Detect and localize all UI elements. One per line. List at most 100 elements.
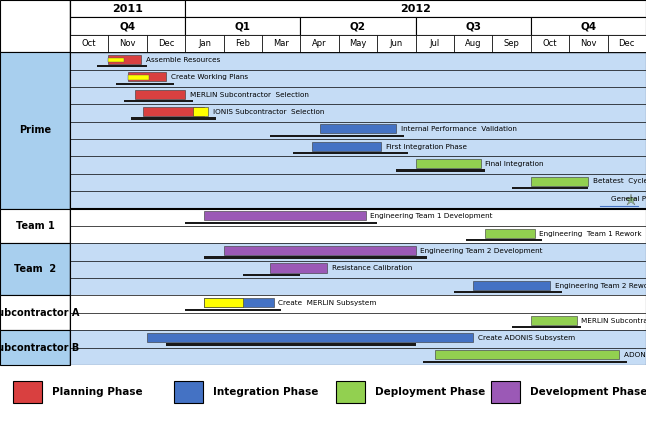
Text: Q3: Q3 [465,21,481,31]
Bar [70,17,185,35]
Text: Q4: Q4 [120,21,136,31]
Bar [70,243,646,261]
Bar [185,35,224,52]
Text: First Integration Phase: First Integration Phase [386,144,466,150]
Bar [147,35,185,52]
Bar [166,343,415,346]
Text: 2012: 2012 [400,4,431,14]
Text: Integration Phase: Integration Phase [213,387,318,397]
Bar [70,52,646,69]
Bar [531,176,589,186]
Text: Resistance Calibration: Resistance Calibration [332,265,412,272]
Text: IONIS Subcontractor  Selection: IONIS Subcontractor Selection [213,109,324,115]
Bar [70,226,646,243]
Bar [0,330,70,365]
Bar [204,298,273,307]
Bar [224,35,262,52]
Bar [70,191,646,208]
Bar [109,55,141,64]
Bar [454,35,492,52]
Bar [397,170,484,172]
Text: MERLIN Subcontractor  Rework: MERLIN Subcontractor Rework [581,317,646,323]
Bar [243,274,300,276]
Bar [135,90,185,99]
Text: Engineering Team 2 Rework: Engineering Team 2 Rework [555,283,646,289]
Bar [13,381,42,402]
Bar [70,139,646,157]
Text: Q4: Q4 [580,21,596,31]
Bar [415,35,454,52]
Bar [224,246,415,255]
Bar [185,221,377,224]
Bar [128,75,149,80]
Text: ADONIS Subcontractor  Rework: ADONIS Subcontractor Rework [624,352,646,358]
Bar [116,83,174,85]
Bar [0,243,70,296]
Bar [70,0,185,17]
Bar [492,35,531,52]
Bar [70,157,646,174]
Text: Feb: Feb [235,39,250,48]
Bar [70,208,646,226]
Text: Betatest  Cycle: Betatest Cycle [593,179,646,184]
Text: Jul: Jul [430,39,440,48]
Bar [608,35,646,52]
Bar [70,313,646,330]
Bar [70,278,646,296]
Text: Aug: Aug [465,39,481,48]
Text: Nov: Nov [120,39,136,48]
Bar [512,187,589,189]
Bar [97,65,147,67]
Text: Subcontractor B: Subcontractor B [0,343,79,353]
Bar [70,174,646,191]
Bar [143,107,204,116]
Bar [512,326,581,328]
Bar [70,0,646,52]
Text: Engineering Team 1 Development: Engineering Team 1 Development [370,213,493,219]
Text: Mar: Mar [273,39,289,48]
Bar [204,256,427,258]
Bar [269,264,328,272]
Text: Team 1: Team 1 [16,221,54,231]
Bar [70,296,646,313]
Bar [435,350,619,360]
Text: Create ADONIS Subsystem: Create ADONIS Subsystem [478,335,575,341]
Text: Apr: Apr [312,39,327,48]
Bar [128,72,166,81]
Text: 2011: 2011 [112,4,143,14]
Bar [70,261,646,278]
Bar [484,229,535,238]
Text: May: May [349,39,367,48]
Text: Sep: Sep [504,39,519,48]
Text: Dec: Dec [158,39,174,48]
Bar [70,348,646,365]
Bar [0,0,70,52]
Text: Engineering  Team 1 Rework: Engineering Team 1 Rework [539,231,642,237]
Bar [70,122,646,139]
Bar [185,17,300,35]
Text: Planning Phase: Planning Phase [52,387,142,397]
Bar [70,35,109,52]
Text: General Product  Availablity: General Product Availablity [612,196,646,202]
Text: Jan: Jan [198,39,211,48]
Bar [531,316,577,325]
Bar [70,69,646,87]
Bar [269,135,404,137]
Bar [474,281,550,290]
Bar [377,35,415,52]
Bar [109,58,124,62]
Bar [0,208,70,243]
Bar [531,35,569,52]
Bar [423,361,627,363]
Text: Final Integration: Final Integration [486,161,544,167]
Bar [185,309,281,311]
Bar [415,17,531,35]
Bar [454,291,561,293]
Text: Development Phase: Development Phase [530,387,646,397]
Text: Dec: Dec [619,39,635,48]
Text: Internal Performance  Validation: Internal Performance Validation [401,126,517,132]
Bar [204,298,243,307]
Bar [70,330,646,348]
Bar [339,35,377,52]
Bar [300,35,339,52]
